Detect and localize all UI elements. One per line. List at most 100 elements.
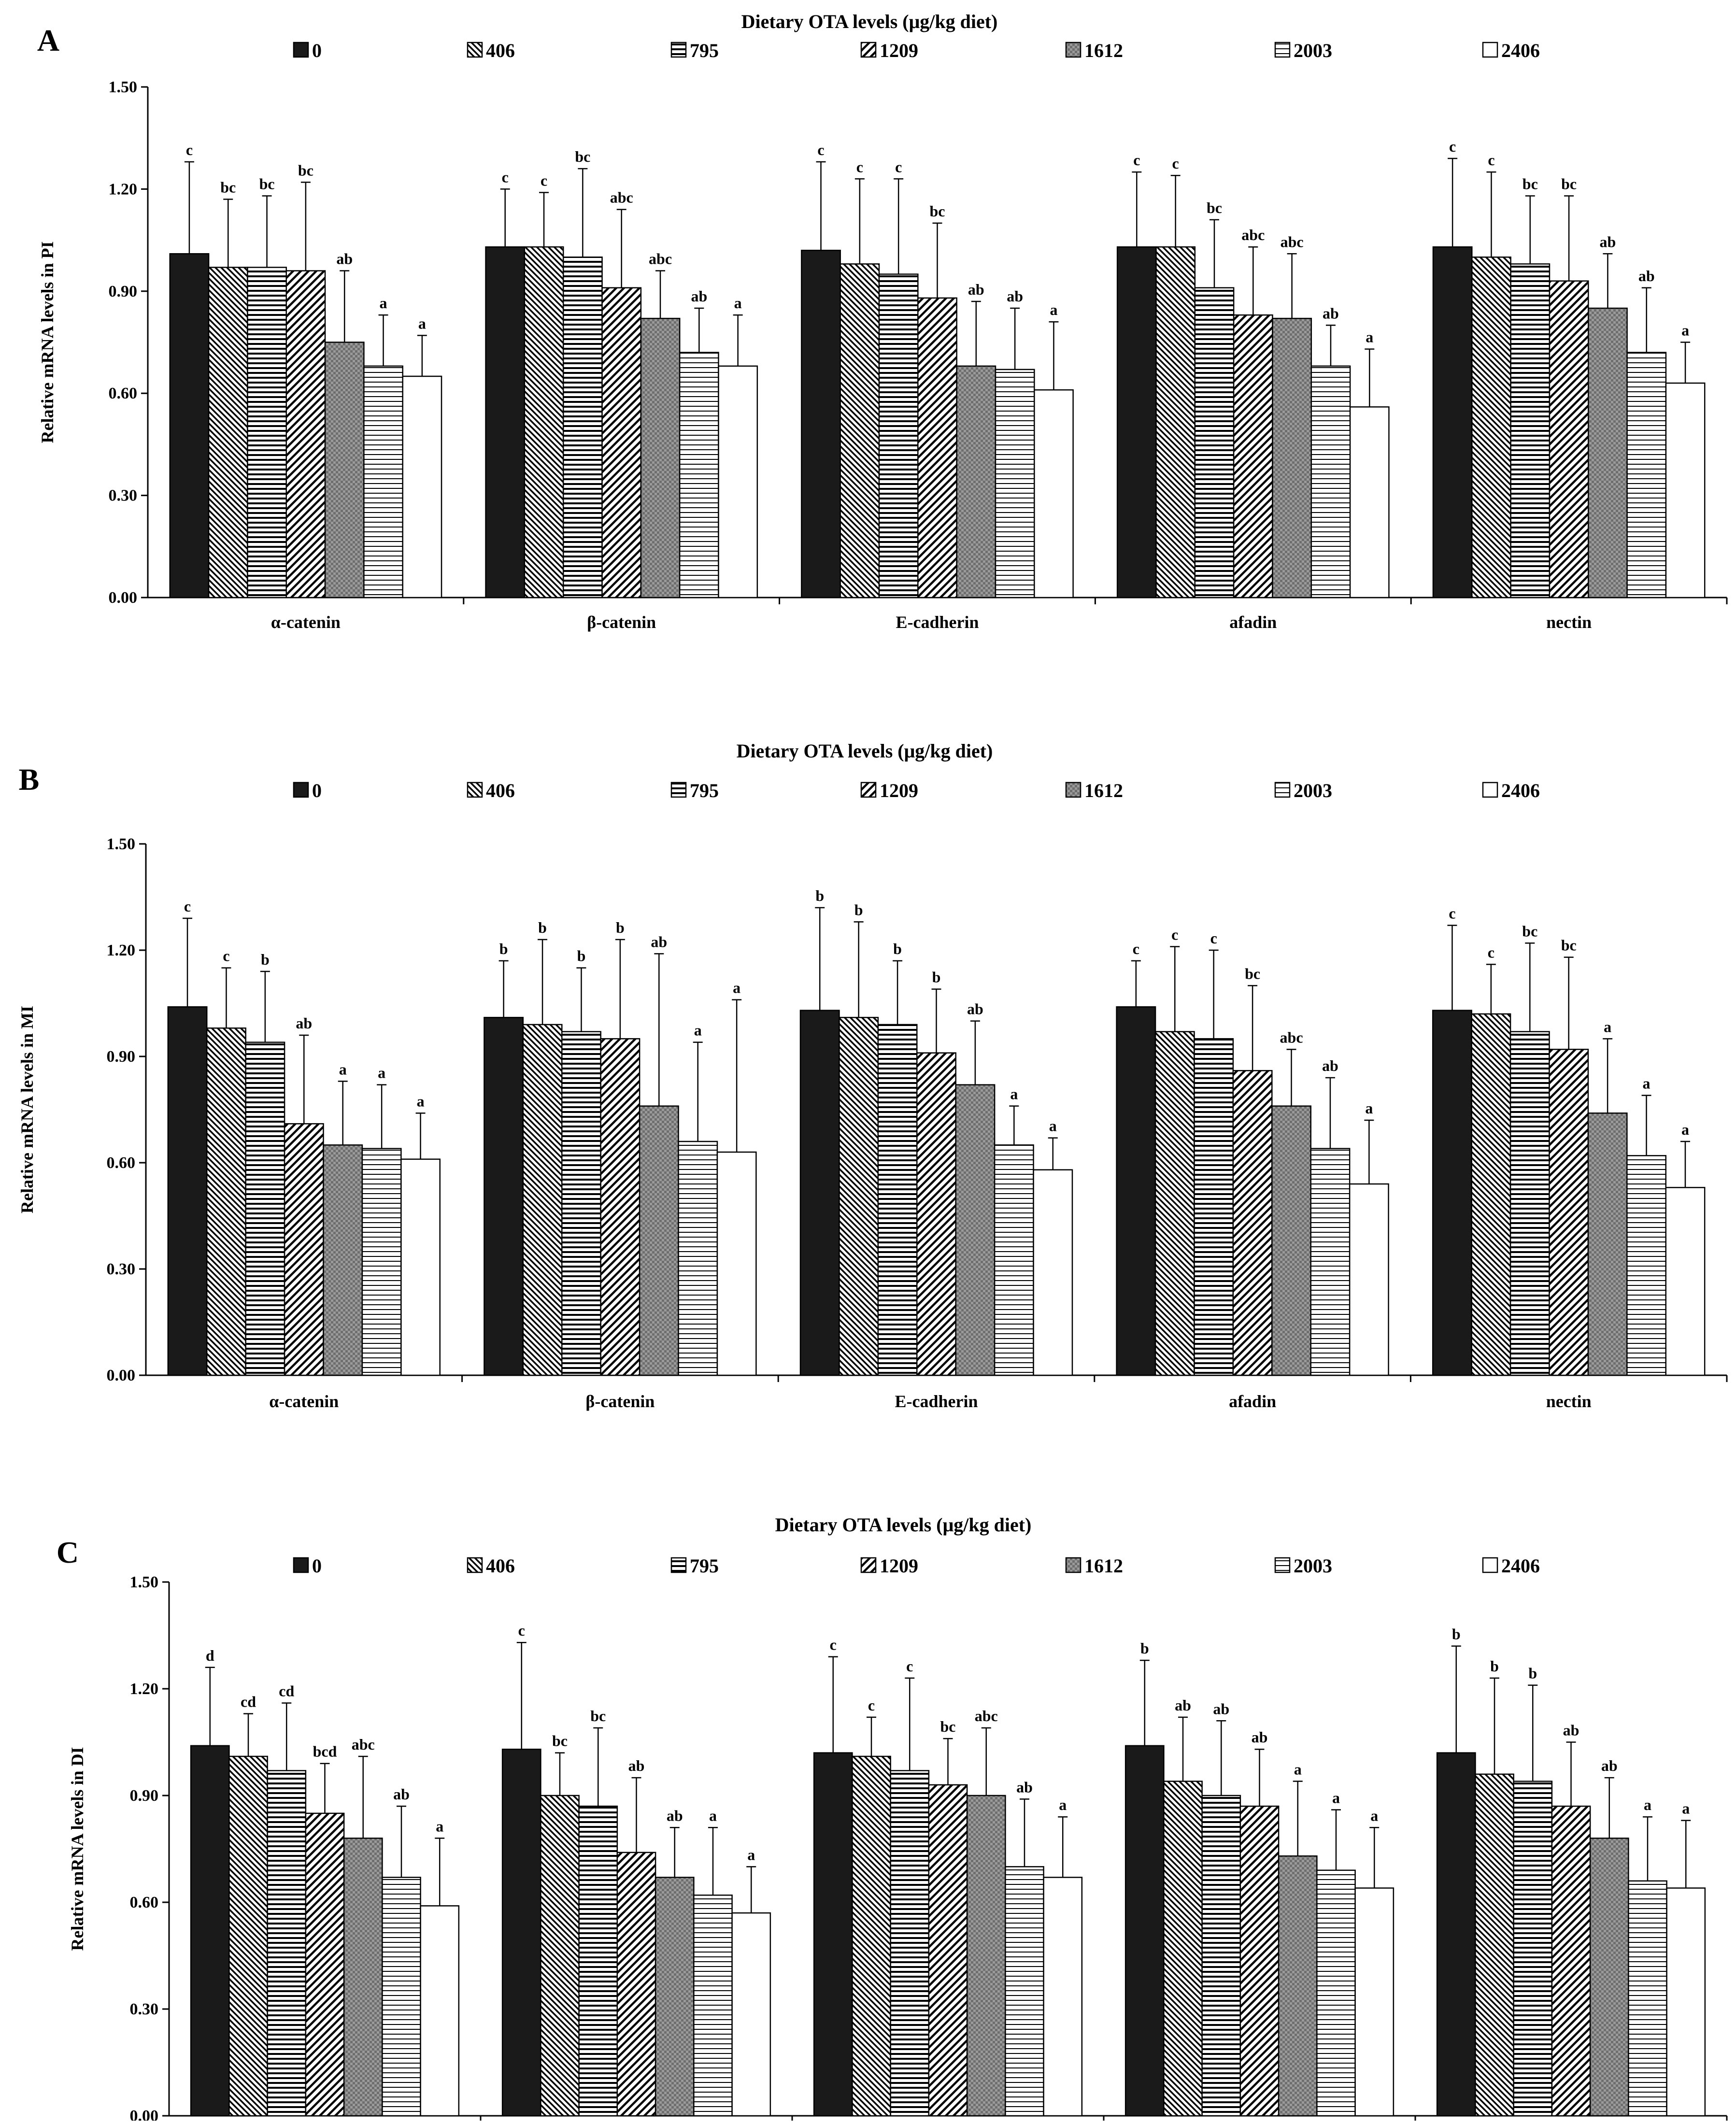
significance-label: ab (1322, 1057, 1338, 1074)
bar (1116, 246, 1157, 599)
bar (247, 267, 287, 599)
significance-label: ab (1016, 1778, 1033, 1796)
bar (501, 1748, 541, 2117)
significance-label: a (418, 314, 426, 332)
bar (1510, 263, 1551, 599)
significance-label: abc (1281, 233, 1304, 250)
bar (1587, 1112, 1628, 1376)
legend-label: 1209 (880, 1555, 918, 1577)
bar (1194, 1038, 1234, 1376)
y-tick-label: 0.60 (107, 1154, 136, 1172)
panel-c: C Dietary OTA levels (μg/kg diet) 0 406 795 1… (0, 1454, 1736, 2121)
significance-label: d (206, 1647, 214, 1664)
legend-label: 2003 (1294, 1555, 1332, 1577)
significance-label: bc (1207, 199, 1222, 216)
bar (1665, 1187, 1706, 1376)
significance-label: ab (336, 250, 353, 268)
significance-label: b (1528, 1665, 1537, 1682)
y-tick-label: 0.30 (109, 487, 138, 505)
significance-label: a (1365, 1099, 1373, 1117)
bar (1194, 287, 1235, 599)
legend-label: 2003 (1294, 780, 1332, 801)
bar (916, 1052, 956, 1376)
bar (267, 1770, 307, 2117)
bar (1310, 365, 1351, 599)
bar (562, 257, 603, 599)
y-tick-label: 1.20 (109, 180, 138, 198)
significance-label: c (502, 168, 509, 185)
legend-swatch (860, 42, 877, 58)
legend-swatch (670, 42, 687, 58)
legend-swatch (860, 1557, 877, 1573)
significance-label: abc (610, 189, 633, 206)
panel-letter: A (37, 23, 59, 57)
significance-label: ab (393, 1785, 410, 1803)
bar (206, 1027, 246, 1376)
bar (284, 1123, 324, 1376)
significance-label: bc (1561, 175, 1577, 192)
chart-panel-b: B Dietary OTA levels (μg/kg diet) 0 406 795 1… (17, 740, 1728, 1411)
bar (1471, 1013, 1511, 1376)
legend-swatch (1482, 1557, 1498, 1573)
significance-label: bc (930, 202, 945, 220)
bar (1549, 1049, 1589, 1376)
bar (1310, 1148, 1351, 1376)
chart-c: C Dietary OTA levels (μg/kg diet) 0 406 795 1… (57, 1514, 1728, 2121)
bar (524, 246, 564, 599)
bar (1272, 317, 1312, 599)
bar (561, 1031, 601, 1376)
significance-label: b (499, 940, 508, 957)
bar (1432, 1010, 1472, 1376)
bar (190, 1745, 230, 2117)
legend-label: 1612 (1084, 40, 1123, 61)
legend-swatch (293, 42, 309, 58)
significance-label: c (895, 158, 902, 175)
significance-label: c (817, 141, 824, 158)
significance-label: b (1452, 1625, 1461, 1643)
bar (1588, 307, 1628, 599)
significance-label: c (223, 947, 229, 965)
significance-label: ab (651, 933, 667, 950)
y-tick-label: 0.30 (130, 2000, 159, 2018)
legend-swatch (1274, 782, 1291, 798)
significance-label: a (1010, 1085, 1018, 1103)
significance-label: b (893, 940, 902, 957)
bar (1665, 382, 1706, 599)
bar (995, 369, 1035, 599)
significance-label: a (1332, 1789, 1340, 1806)
significance-label: a (339, 1060, 347, 1078)
significance-label: a (1604, 1018, 1611, 1035)
category-label: nectin (1546, 613, 1592, 632)
bar (1043, 1877, 1083, 2117)
bar (1201, 1795, 1241, 2117)
legend-label: 795 (690, 40, 719, 61)
significance-label: ab (1601, 1757, 1618, 1774)
bar (323, 1144, 363, 1376)
bar (400, 1158, 441, 1376)
bar (1549, 280, 1589, 599)
bar (1471, 257, 1511, 599)
legend-swatch (467, 1557, 483, 1573)
bar (285, 270, 326, 599)
significance-label: bc (1523, 175, 1538, 192)
bar (878, 273, 919, 599)
bar (1239, 1805, 1280, 2117)
bar (852, 1755, 891, 2117)
legend-swatch (1482, 782, 1498, 798)
significance-label: c (1449, 905, 1455, 922)
panel-a: A Dietary OTA levels (μg/kg diet) 0 406 795 1… (0, 0, 1736, 676)
bar (1436, 1752, 1476, 2117)
significance-label: ab (628, 1757, 645, 1774)
y-axis-label: Relative mRNA levels in PI (38, 242, 57, 443)
bar (1271, 1105, 1311, 1376)
y-tick-label: 0.90 (130, 1787, 159, 1805)
bar (801, 249, 841, 599)
y-tick-label: 0.90 (109, 283, 138, 300)
bar (1589, 1838, 1629, 2117)
significance-label: c (1488, 151, 1494, 169)
bar (731, 1912, 771, 2117)
bar (1354, 1887, 1394, 2117)
legend-swatch (1065, 1557, 1081, 1573)
bar (716, 1151, 757, 1376)
legend-label: 1612 (1084, 780, 1123, 801)
